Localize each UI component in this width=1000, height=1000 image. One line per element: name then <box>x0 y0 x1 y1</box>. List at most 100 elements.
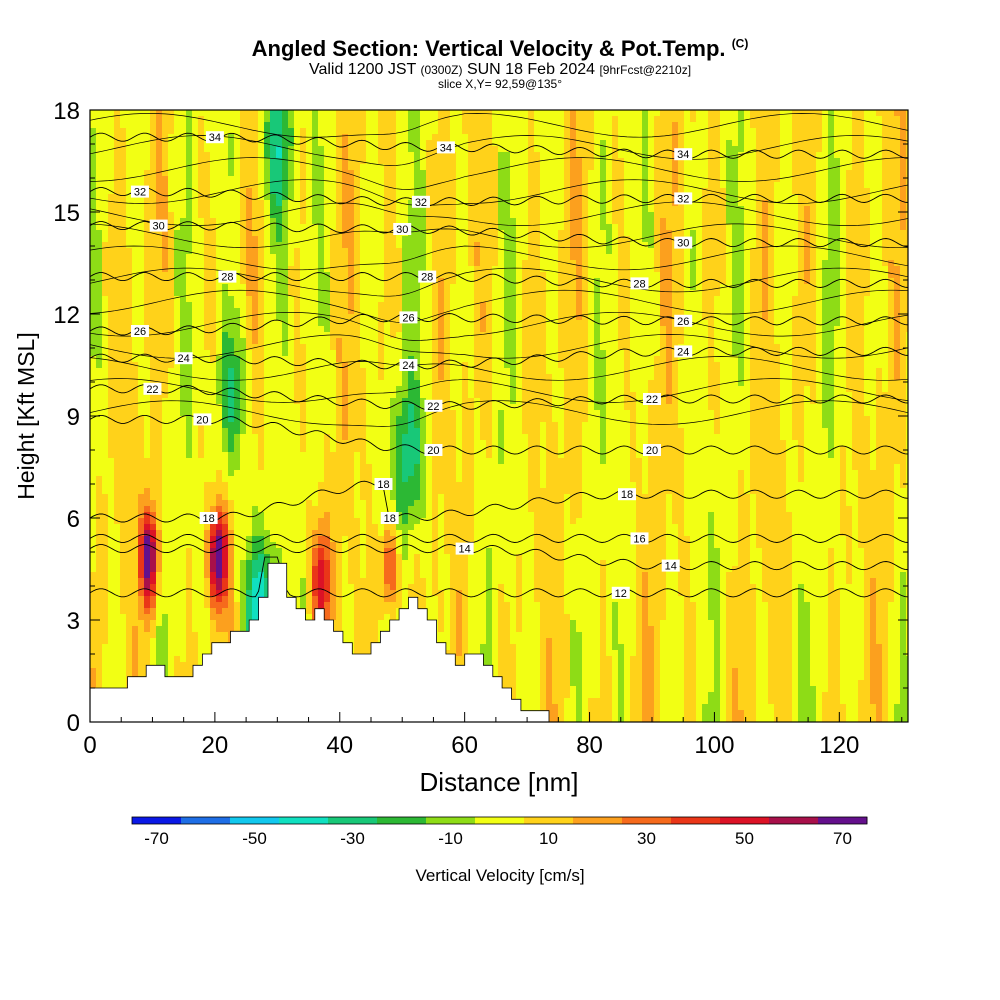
velocity-cell <box>306 602 313 609</box>
velocity-cell <box>306 470 313 477</box>
velocity-cell <box>330 128 337 135</box>
velocity-cell <box>174 668 181 675</box>
velocity-cell <box>276 296 283 303</box>
velocity-cell <box>96 632 103 639</box>
velocity-cell <box>102 572 109 579</box>
velocity-cell <box>240 566 247 573</box>
velocity-cell <box>246 188 253 195</box>
velocity-cell <box>288 482 295 489</box>
velocity-cell <box>288 296 295 303</box>
velocity-cell <box>306 122 313 129</box>
velocity-cell <box>132 230 139 237</box>
velocity-cell <box>234 398 241 405</box>
velocity-cell <box>354 404 361 411</box>
velocity-cell <box>198 146 205 153</box>
velocity-cell <box>360 356 367 363</box>
velocity-cell <box>162 230 169 237</box>
velocity-cell <box>246 530 253 537</box>
velocity-cell <box>108 344 115 351</box>
velocity-cell <box>192 362 199 369</box>
velocity-cell <box>294 464 301 471</box>
velocity-cell <box>246 194 253 201</box>
velocity-cell <box>90 356 97 363</box>
velocity-cell <box>114 482 121 489</box>
velocity-cell <box>186 506 193 513</box>
velocity-cell <box>336 344 343 351</box>
velocity-cell <box>276 362 283 369</box>
velocity-cell <box>342 602 349 609</box>
velocity-cell <box>222 464 229 471</box>
velocity-cell <box>354 518 361 525</box>
velocity-cell <box>102 656 109 663</box>
velocity-cell <box>258 488 265 495</box>
velocity-cell <box>174 308 181 315</box>
velocity-cell <box>294 566 301 573</box>
velocity-cell <box>132 152 139 159</box>
velocity-cell <box>360 608 367 615</box>
velocity-cell <box>372 254 379 261</box>
velocity-cell <box>378 242 385 249</box>
velocity-cell <box>354 512 361 519</box>
velocity-cell <box>114 584 121 591</box>
velocity-cell <box>198 206 205 213</box>
velocity-cell <box>186 134 193 141</box>
velocity-cell <box>216 266 223 273</box>
velocity-cell <box>348 512 355 519</box>
velocity-cell <box>294 452 301 459</box>
velocity-cell <box>240 194 247 201</box>
velocity-cell <box>114 500 121 507</box>
velocity-cell <box>318 242 325 249</box>
velocity-cell <box>348 266 355 273</box>
velocity-cell <box>204 470 211 477</box>
velocity-cell <box>174 338 181 345</box>
velocity-cell <box>300 452 307 459</box>
velocity-cell <box>192 398 199 405</box>
velocity-cell <box>240 380 247 387</box>
velocity-cell <box>162 668 169 675</box>
velocity-cell <box>192 116 199 123</box>
velocity-cell <box>240 266 247 273</box>
velocity-cell <box>348 356 355 363</box>
velocity-cell <box>132 554 139 561</box>
velocity-cell <box>162 482 169 489</box>
velocity-cell <box>324 170 331 177</box>
velocity-cell <box>348 248 355 255</box>
velocity-cell <box>222 206 229 213</box>
velocity-cell <box>336 602 343 609</box>
velocity-cell <box>192 392 199 399</box>
velocity-cell <box>246 272 253 279</box>
velocity-cell <box>294 164 301 171</box>
velocity-cell <box>174 362 181 369</box>
velocity-cell <box>330 440 337 447</box>
velocity-cell <box>300 152 307 159</box>
velocity-cell <box>138 182 145 189</box>
velocity-cell <box>210 578 217 585</box>
velocity-cell <box>330 110 337 117</box>
velocity-cell <box>240 428 247 435</box>
velocity-cell <box>186 650 193 657</box>
velocity-cell <box>138 140 145 147</box>
velocity-cell <box>180 458 187 465</box>
velocity-cell <box>114 464 121 471</box>
velocity-cell <box>222 632 229 639</box>
velocity-cell <box>258 464 265 471</box>
velocity-cell <box>360 212 367 219</box>
velocity-cell <box>276 236 283 243</box>
velocity-cell <box>372 494 379 501</box>
velocity-cell <box>228 158 235 165</box>
velocity-cell <box>144 548 151 555</box>
velocity-cell <box>150 134 157 141</box>
velocity-cell <box>156 332 163 339</box>
velocity-cell <box>324 212 331 219</box>
velocity-cell <box>114 380 121 387</box>
velocity-cell <box>126 314 133 321</box>
velocity-cell <box>96 404 103 411</box>
velocity-cell <box>90 602 97 609</box>
velocity-cell <box>330 116 337 123</box>
velocity-cell <box>162 650 169 657</box>
velocity-cell <box>144 140 151 147</box>
velocity-cell <box>198 344 205 351</box>
velocity-cell <box>300 296 307 303</box>
velocity-cell <box>102 422 109 429</box>
velocity-cell <box>228 398 235 405</box>
